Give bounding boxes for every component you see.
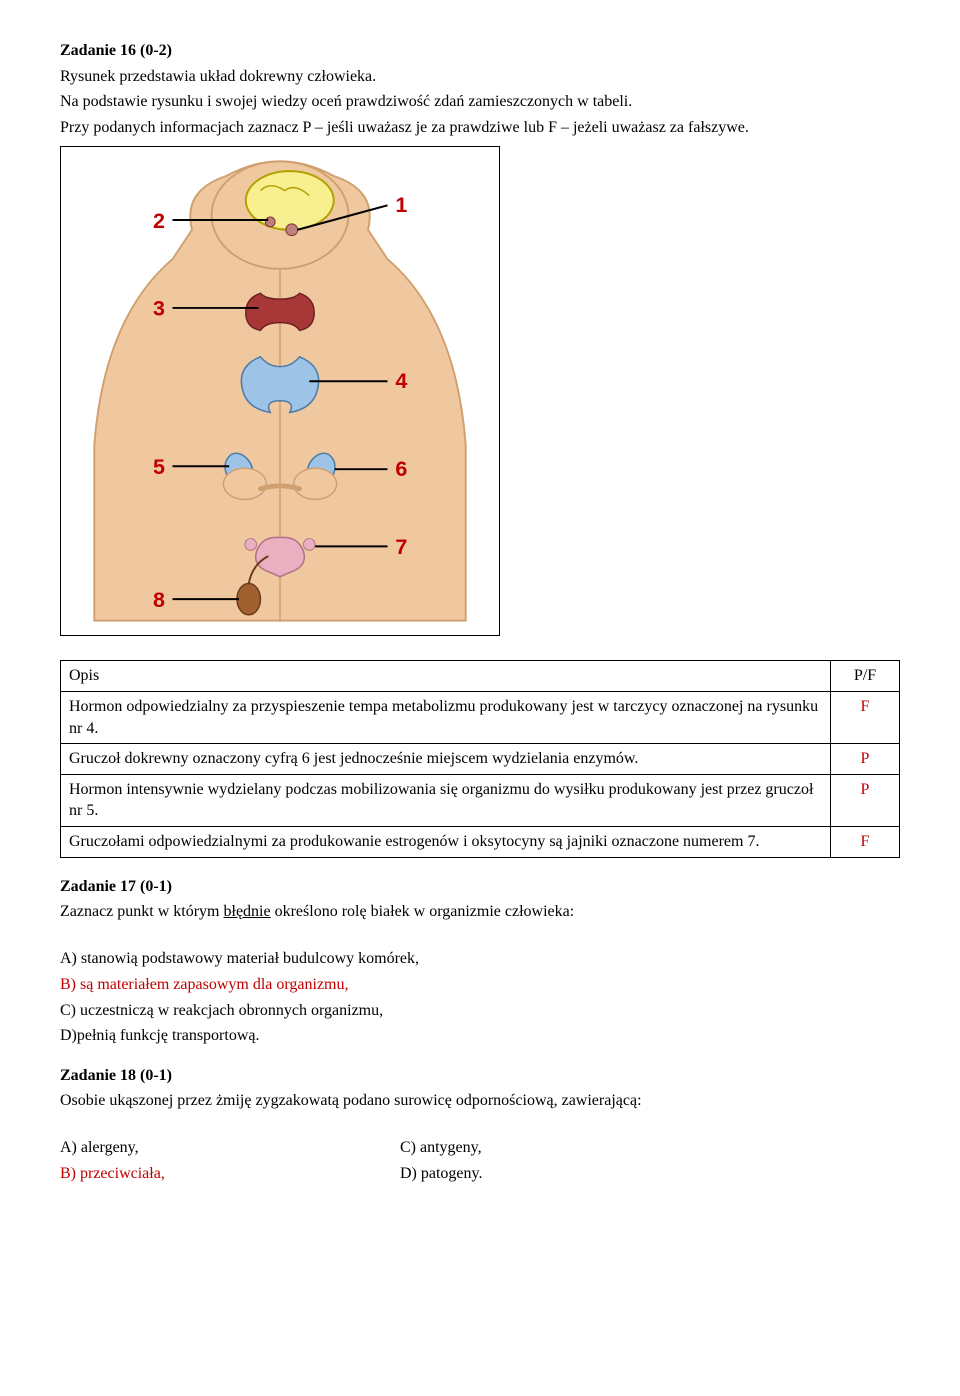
task17-opt-d: D)pełnią funkcję transportową. [60,1025,900,1047]
task16-table: Opis P/F Hormon odpowiedzialny za przysp… [60,660,900,857]
table-row: Hormon intensywnie wydzielany podczas mo… [61,774,900,826]
task17-heading: Zadanie 17 (0-1) [60,876,900,898]
table-row: Hormon odpowiedzialny za przyspieszenie … [61,691,900,743]
label-6: 6 [395,457,407,481]
cell-answer: P [831,774,900,826]
endocrine-svg: 1 2 3 4 5 6 7 8 [65,151,495,631]
task17-opt-b: B) są materiałem zapasowym dla organizmu… [60,974,900,996]
task18-opt-d: D) patogeny. [400,1163,620,1185]
task17-opt-a: A) stanowią podstawowy materiał budulcow… [60,948,900,970]
task17-instr-underlined: błędnie [224,903,271,920]
table-row: Opis P/F [61,661,900,692]
label-7: 7 [395,536,407,560]
endocrine-figure: 1 2 3 4 5 6 7 8 [60,146,500,636]
task18-opt-a: A) alergeny, [60,1137,280,1159]
th-opis: Opis [61,661,831,692]
task16-line2: Na podstawie rysunku i swojej wiedzy oce… [60,91,900,113]
task-18: Zadanie 18 (0-1) Osobie ukąszonej przez … [60,1065,900,1189]
task17-opt-c: C) uczestniczą w reakcjach obronnych org… [60,1000,900,1022]
cell-text: Gruczoł dokrewny oznaczony cyfrą 6 jest … [61,744,831,775]
task18-heading: Zadanie 18 (0-1) [60,1065,900,1087]
task17-instr: Zaznacz punkt w którym błędnie określono… [60,901,900,923]
cell-text: Hormon intensywnie wydzielany podczas mo… [61,774,831,826]
cell-answer: F [831,691,900,743]
table-row: Gruczołami odpowiedzialnymi za produkowa… [61,826,900,857]
label-4: 4 [395,369,407,393]
task17-instr-after: określono rolę białek w organizmie człow… [271,903,575,920]
cell-answer: P [831,744,900,775]
th-pf: P/F [831,661,900,692]
task16-line3: Przy podanych informacjach zaznacz P – j… [60,117,900,139]
label-8: 8 [153,588,165,612]
label-1: 1 [395,194,407,218]
task18-instr: Osobie ukąszonej przez żmiję zygzakowatą… [60,1090,900,1112]
cell-text: Hormon odpowiedzialny za przyspieszenie … [61,691,831,743]
table-row: Gruczoł dokrewny oznaczony cyfrą 6 jest … [61,744,900,775]
task16-line1: Rysunek przedstawia układ dokrewny człow… [60,66,900,88]
task16-heading: Zadanie 16 (0-2) [60,40,900,62]
task17-instr-before: Zaznacz punkt w którym [60,903,224,920]
task18-opt-b: B) przeciwciała, [60,1163,280,1185]
cell-text: Gruczołami odpowiedzialnymi za produkowa… [61,826,831,857]
task18-options: A) alergeny, B) przeciwciała, C) antygen… [60,1137,900,1188]
testis-icon [237,584,260,615]
label-5: 5 [153,455,165,479]
label-3: 3 [153,297,165,321]
label-2: 2 [153,209,165,233]
cell-answer: F [831,826,900,857]
task-16: Zadanie 16 (0-2) Rysunek przedstawia ukł… [60,40,900,858]
task18-opt-c: C) antygeny, [400,1137,620,1159]
task-17: Zadanie 17 (0-1) Zaznacz punkt w którym … [60,876,900,1047]
